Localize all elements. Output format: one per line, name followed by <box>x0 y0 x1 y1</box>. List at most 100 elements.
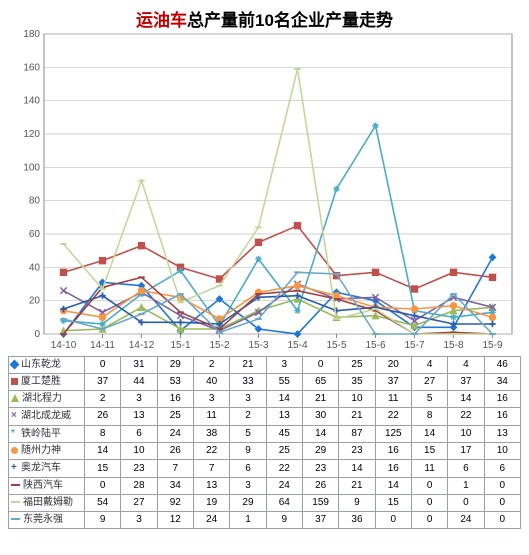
value-cell: 54 <box>85 494 121 511</box>
value-cell: 64 <box>266 494 302 511</box>
value-cell: 65 <box>302 374 338 391</box>
value-cell: 11 <box>375 391 411 408</box>
value-cell: 37 <box>302 511 338 528</box>
value-cell: 9 <box>230 443 266 460</box>
value-cell: 6 <box>230 460 266 478</box>
value-cell: 25 <box>266 443 302 460</box>
value-cell: 0 <box>484 511 520 528</box>
value-cell: 22 <box>375 408 411 426</box>
svg-text:60: 60 <box>29 229 41 240</box>
svg-text:14-10: 14-10 <box>51 340 77 351</box>
svg-text:140: 140 <box>23 96 40 107</box>
value-cell: 1 <box>448 477 484 494</box>
value-cell: 14 <box>448 391 484 408</box>
svg-text:14-11: 14-11 <box>90 340 115 351</box>
value-cell: 24 <box>193 511 229 528</box>
value-cell: 45 <box>266 425 302 443</box>
value-cell: 8 <box>85 425 121 443</box>
value-cell: 53 <box>157 374 193 391</box>
value-cell: 34 <box>484 374 520 391</box>
svg-text:15-7: 15-7 <box>404 340 424 351</box>
value-cell: 3 <box>121 511 157 528</box>
value-cell: 15 <box>375 494 411 511</box>
value-cell: 27 <box>121 494 157 511</box>
value-cell: 5 <box>411 391 447 408</box>
svg-text:15-9: 15-9 <box>482 340 502 351</box>
value-cell: 23 <box>339 443 375 460</box>
value-cell: 10 <box>121 443 157 460</box>
svg-text:15-4: 15-4 <box>287 340 307 351</box>
value-cell: 21 <box>339 477 375 494</box>
value-cell: 16 <box>375 460 411 478</box>
title-rest: 总产量前10名企业产量走势 <box>187 11 393 30</box>
value-cell: 1 <box>230 511 266 528</box>
value-cell: 33 <box>230 374 266 391</box>
value-cell: 5 <box>230 425 266 443</box>
value-cell: 0 <box>411 494 447 511</box>
value-cell: 11 <box>411 460 447 478</box>
value-cell: 10 <box>448 425 484 443</box>
value-cell: 9 <box>85 511 121 528</box>
value-cell: 24 <box>157 425 193 443</box>
svg-text:20: 20 <box>29 296 41 307</box>
value-cell: 0 <box>484 477 520 494</box>
value-cell: 23 <box>121 460 157 478</box>
value-cell: 29 <box>302 443 338 460</box>
value-cell: 10 <box>339 391 375 408</box>
svg-text:15-3: 15-3 <box>248 340 268 351</box>
value-cell: 29 <box>230 494 266 511</box>
value-cell: 7 <box>157 460 193 478</box>
svg-text:14-12: 14-12 <box>129 340 155 351</box>
value-cell: 3 <box>230 477 266 494</box>
value-cell: 25 <box>339 357 375 374</box>
table-row: 山东乾龙031292213025204446 <box>9 357 521 374</box>
value-cell: 7 <box>193 460 229 478</box>
value-cell: 0 <box>85 477 121 494</box>
value-cell: 87 <box>339 425 375 443</box>
series-label-cell: +奥龙汽车 <box>9 460 85 478</box>
value-cell: 46 <box>484 357 520 374</box>
value-cell: 13 <box>121 408 157 426</box>
svg-text:40: 40 <box>29 262 41 273</box>
svg-text:15-2: 15-2 <box>209 340 229 351</box>
value-cell: 16 <box>157 391 193 408</box>
value-cell: 125 <box>375 425 411 443</box>
value-cell: 29 <box>157 357 193 374</box>
value-cell: 17 <box>448 443 484 460</box>
value-cell: 9 <box>266 511 302 528</box>
svg-text:15-8: 15-8 <box>443 340 463 351</box>
data-table: 山东乾龙031292213025204446厦工楚胜37445340335565… <box>8 356 520 529</box>
value-cell: 3 <box>121 391 157 408</box>
value-cell: 9 <box>339 494 375 511</box>
table-row: +奥龙汽车1523776222314161166 <box>9 460 521 478</box>
table-row: 福田戴姆勒542792192964159915000 <box>9 494 521 511</box>
value-cell: 13 <box>193 477 229 494</box>
value-cell: 11 <box>193 408 229 426</box>
series-label-cell: 福田戴姆勒 <box>9 494 85 511</box>
value-cell: 3 <box>266 357 302 374</box>
value-cell: 40 <box>193 374 229 391</box>
value-cell: 3 <box>230 391 266 408</box>
value-cell: 15 <box>411 443 447 460</box>
value-cell: 30 <box>302 408 338 426</box>
value-cell: 23 <box>302 460 338 478</box>
value-cell: 2 <box>230 408 266 426</box>
value-cell: 2 <box>85 391 121 408</box>
value-cell: 22 <box>448 408 484 426</box>
value-cell: 14 <box>375 477 411 494</box>
svg-text:160: 160 <box>23 62 40 73</box>
series-label-cell: 随州力神 <box>9 443 85 460</box>
value-cell: 20 <box>375 357 411 374</box>
table-row: 东莞永强93122419373600240 <box>9 511 521 528</box>
value-cell: 4 <box>448 357 484 374</box>
value-cell: 31 <box>121 357 157 374</box>
series-label-cell: 湖北程力 <box>9 391 85 408</box>
value-cell: 26 <box>157 443 193 460</box>
value-cell: 37 <box>375 374 411 391</box>
value-cell: 14 <box>85 443 121 460</box>
value-cell: 21 <box>230 357 266 374</box>
value-cell: 0 <box>484 494 520 511</box>
value-cell: 12 <box>157 511 193 528</box>
value-cell: 14 <box>266 391 302 408</box>
table-row: 湖北程力2316331421101151416 <box>9 391 521 408</box>
